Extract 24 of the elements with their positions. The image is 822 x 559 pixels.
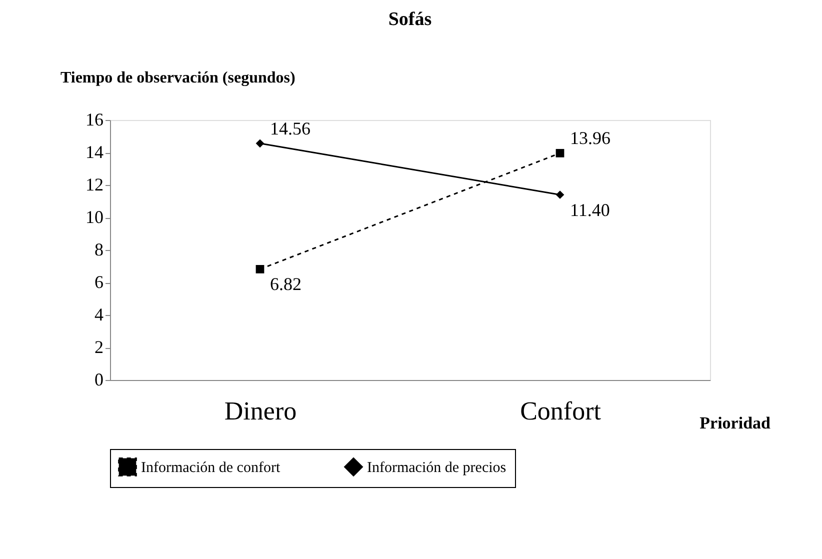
point	[256, 264, 264, 274]
legend-label: Información de confort	[141, 460, 281, 476]
data-label: 6.82	[270, 274, 302, 294]
x-tick-label: Dinero	[224, 396, 297, 426]
y-tick-label: 6	[94, 272, 104, 292]
y-tick-label: 4	[94, 304, 104, 324]
point	[256, 139, 264, 148]
y-tick-label: 2	[94, 337, 104, 357]
legend-label: Información de precios	[367, 460, 506, 476]
y-tick-label: 12	[86, 174, 104, 194]
y-axis-title: Tiempo de observación (segundos)	[60, 70, 296, 86]
y-tick-label: 16	[86, 110, 104, 130]
x-tick-label: Confort	[520, 396, 602, 426]
data-label: 14.56	[270, 118, 310, 138]
data-label: 11.40	[570, 200, 610, 220]
x-axis-title: Prioridad	[700, 414, 772, 432]
y-tick-label: 10	[86, 207, 104, 227]
point	[556, 148, 564, 158]
y-tick-label: 0	[94, 370, 104, 390]
data-label: 13.96	[570, 128, 610, 148]
y-tick-label: 14	[86, 142, 104, 162]
point	[556, 190, 564, 199]
y-tick-label: 8	[94, 240, 104, 260]
chart-title: Sofás	[388, 9, 432, 30]
